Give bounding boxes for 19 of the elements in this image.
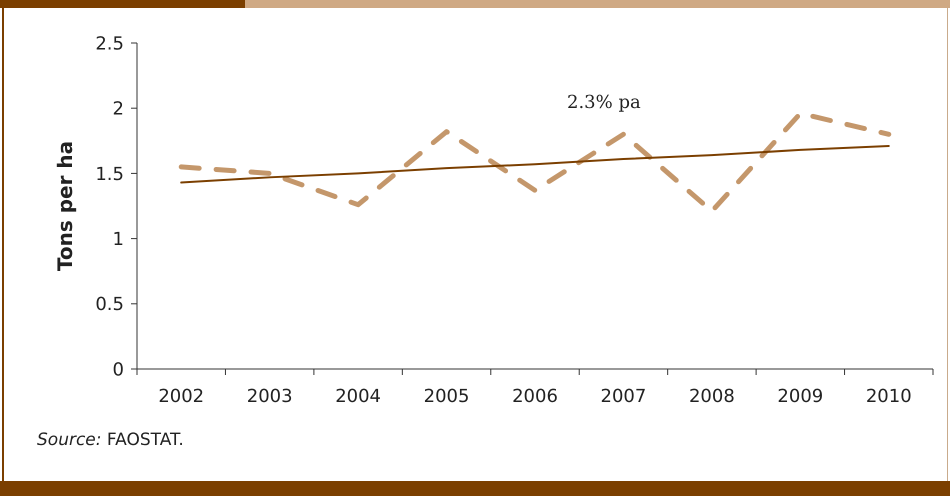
- annotation: 2.3% pa: [567, 92, 641, 113]
- x-tick-label: 2009: [777, 386, 824, 407]
- x-tick-label: 2005: [424, 386, 470, 407]
- x-tick-label: 2002: [158, 386, 204, 407]
- y-tick-label: 2.5: [95, 33, 124, 54]
- x-tick-label: 2008: [688, 386, 735, 407]
- y-tick-label: 2: [112, 98, 124, 120]
- y-tick-label: 0.5: [95, 294, 124, 316]
- y-tick-label: 1: [112, 228, 124, 250]
- x-tick-label: 2004: [335, 386, 382, 407]
- source-note: Source: FAOSTAT.: [37, 430, 184, 450]
- line-series: [180, 145, 890, 184]
- y-axis-title: Tons per ha: [53, 140, 77, 272]
- x-tick-label: 2006: [512, 386, 558, 407]
- y-tick-label: 1.5: [95, 164, 124, 185]
- y-tick-label: 0: [112, 359, 124, 380]
- x-tick-label: 2007: [600, 386, 646, 407]
- x-tick-label: 2010: [866, 386, 912, 407]
- x-tick-label: 2003: [246, 386, 293, 407]
